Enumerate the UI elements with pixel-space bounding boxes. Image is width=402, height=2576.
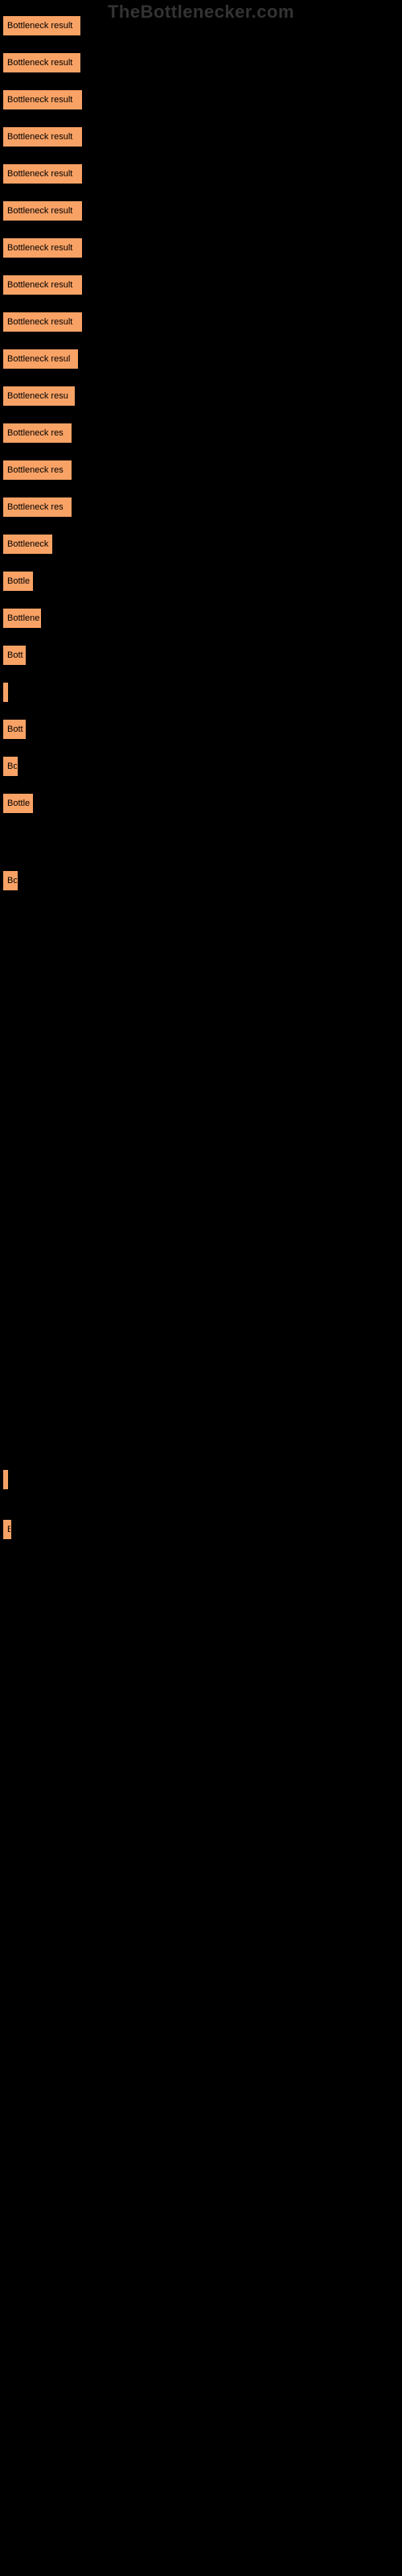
result-bar — [3, 683, 8, 702]
bar-group: Bottle — [3, 794, 402, 813]
result-bar: Bottleneck result — [3, 238, 82, 258]
bar-group: Bottleneck result — [3, 238, 402, 258]
bar-group: Bottleneck result — [3, 201, 402, 221]
result-bar: Bottleneck result — [3, 16, 80, 35]
result-bar: Bott — [3, 646, 26, 665]
result-bar: Bottleneck resu — [3, 386, 75, 406]
result-bar: Bottle — [3, 572, 33, 591]
bar-group: Bo — [3, 871, 402, 890]
result-bar: Bottleneck result — [3, 275, 82, 295]
result-bar: Bottleneck result — [3, 127, 82, 147]
bar-group: Bo — [3, 757, 402, 776]
bar-group: Bottle — [3, 572, 402, 591]
result-bar: Bottleneck res — [3, 423, 72, 443]
bar-group: Bottleneck — [3, 535, 402, 554]
result-bar: Bottleneck — [3, 535, 52, 554]
result-bar: Bottleneck res — [3, 460, 72, 480]
result-bar: Bottleneck resul — [3, 349, 78, 369]
bar-group: B — [3, 1520, 402, 1539]
result-bar — [3, 1470, 8, 1489]
result-bar: Bo — [3, 757, 18, 776]
bar-group: Bottleneck result — [3, 90, 402, 109]
bar-group: Bottleneck result — [3, 127, 402, 147]
result-bar: Bo — [3, 871, 18, 890]
result-bar: Bottleneck result — [3, 53, 80, 72]
bar-group: Bottleneck res — [3, 497, 402, 517]
bar-group: Bottlene — [3, 609, 402, 628]
bar-group: Bottleneck resul — [3, 349, 402, 369]
bar-group: Bottleneck resu — [3, 386, 402, 406]
result-bar: Bott — [3, 720, 26, 739]
bar-group: Bottleneck result — [3, 53, 402, 72]
bar-group: Bottleneck result — [3, 164, 402, 184]
bar-group: Bottleneck res — [3, 423, 402, 443]
bar-group: Bott — [3, 720, 402, 739]
bar-group — [3, 1470, 402, 1489]
result-bar: B — [3, 1520, 11, 1539]
bar-group: Bottleneck result — [3, 275, 402, 295]
bars-container: Bottleneck result Bottleneck result Bottle… — [0, 0, 402, 1539]
result-bar: Bottle — [3, 794, 33, 813]
result-bar: Bottleneck result — [3, 164, 82, 184]
bar-group: Bottleneck result — [3, 312, 402, 332]
watermark: TheBottlenecker.com — [108, 2, 294, 23]
bar-group: Bottleneck res — [3, 460, 402, 480]
bar-group: Bott — [3, 646, 402, 665]
result-bar: Bottleneck result — [3, 201, 82, 221]
result-bar: Bottlene — [3, 609, 41, 628]
result-bar: Bottleneck result — [3, 312, 82, 332]
result-bar: Bottleneck result — [3, 90, 82, 109]
result-bar: Bottleneck res — [3, 497, 72, 517]
bar-group — [3, 683, 402, 702]
